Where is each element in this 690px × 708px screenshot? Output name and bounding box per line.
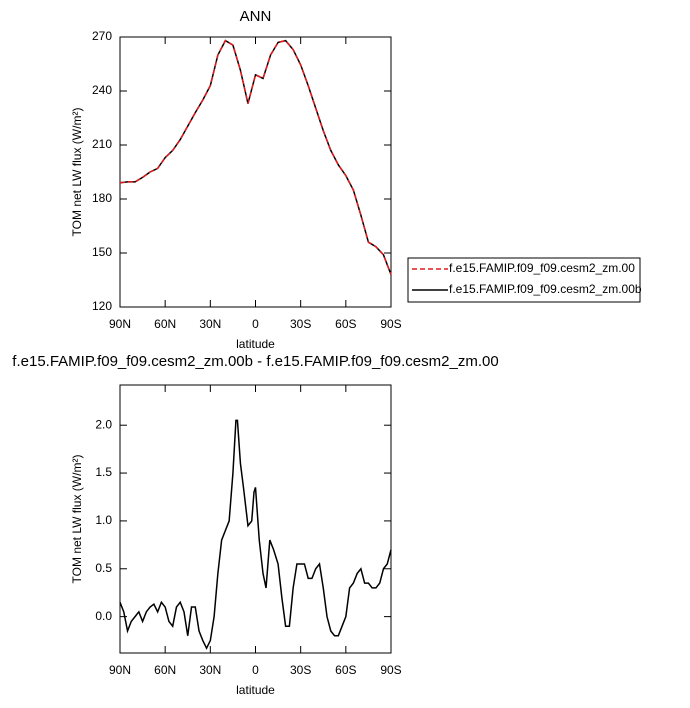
data-line xyxy=(119,39,392,275)
x-tick-label: 30N xyxy=(199,663,221,677)
x-tick-label: 60S xyxy=(335,317,356,331)
y-tick-label: 0.0 xyxy=(95,609,112,623)
x-tick-label: 60N xyxy=(154,317,176,331)
x-tick-label: 60S xyxy=(335,663,356,677)
x-tick-label: 60N xyxy=(154,663,176,677)
x-tick-label: 90S xyxy=(380,317,401,331)
x-tick-label: 30N xyxy=(199,317,221,331)
y-axis-label: TOM net LW flux (W/m²) xyxy=(70,455,84,584)
y-tick-label: 2.0 xyxy=(95,417,112,431)
data-line xyxy=(119,39,392,275)
y-tick-label: 120 xyxy=(92,299,112,313)
legend-box xyxy=(407,257,641,303)
x-tick-label: 30S xyxy=(290,317,311,331)
y-axis-label: TOM net LW flux (W/m²) xyxy=(70,108,84,237)
x-tick-label: 90S xyxy=(380,663,401,677)
y-tick-label: 150 xyxy=(92,245,112,259)
y-tick-label: 270 xyxy=(92,29,112,43)
chart-title: ANN xyxy=(240,8,272,25)
x-tick-label: 0 xyxy=(252,317,259,331)
plot-frame xyxy=(119,36,392,308)
chart-title: f.e15.FAMIP.f09_f09.cesm2_zm.00b - f.e15… xyxy=(12,353,498,370)
y-tick-label: 210 xyxy=(92,137,112,151)
x-tick-label: 30S xyxy=(290,663,311,677)
x-axis-label: latitude xyxy=(236,337,275,351)
legend-label: f.e15.FAMIP.f09_f09.cesm2_zm.00 xyxy=(449,261,635,275)
y-tick-label: 1.5 xyxy=(95,465,112,479)
y-tick-label: 1.0 xyxy=(95,513,112,527)
x-tick-label: 90N xyxy=(109,317,131,331)
x-tick-label: 90N xyxy=(109,663,131,677)
data-line xyxy=(119,419,392,650)
y-tick-label: 0.5 xyxy=(95,561,112,575)
x-tick-label: 0 xyxy=(252,663,259,677)
y-tick-label: 240 xyxy=(92,83,112,97)
legend-label: f.e15.FAMIP.f09_f09.cesm2_zm.00b xyxy=(449,282,642,296)
plot-frame xyxy=(119,384,392,654)
x-axis-label: latitude xyxy=(236,683,275,697)
y-tick-label: 180 xyxy=(92,191,112,205)
